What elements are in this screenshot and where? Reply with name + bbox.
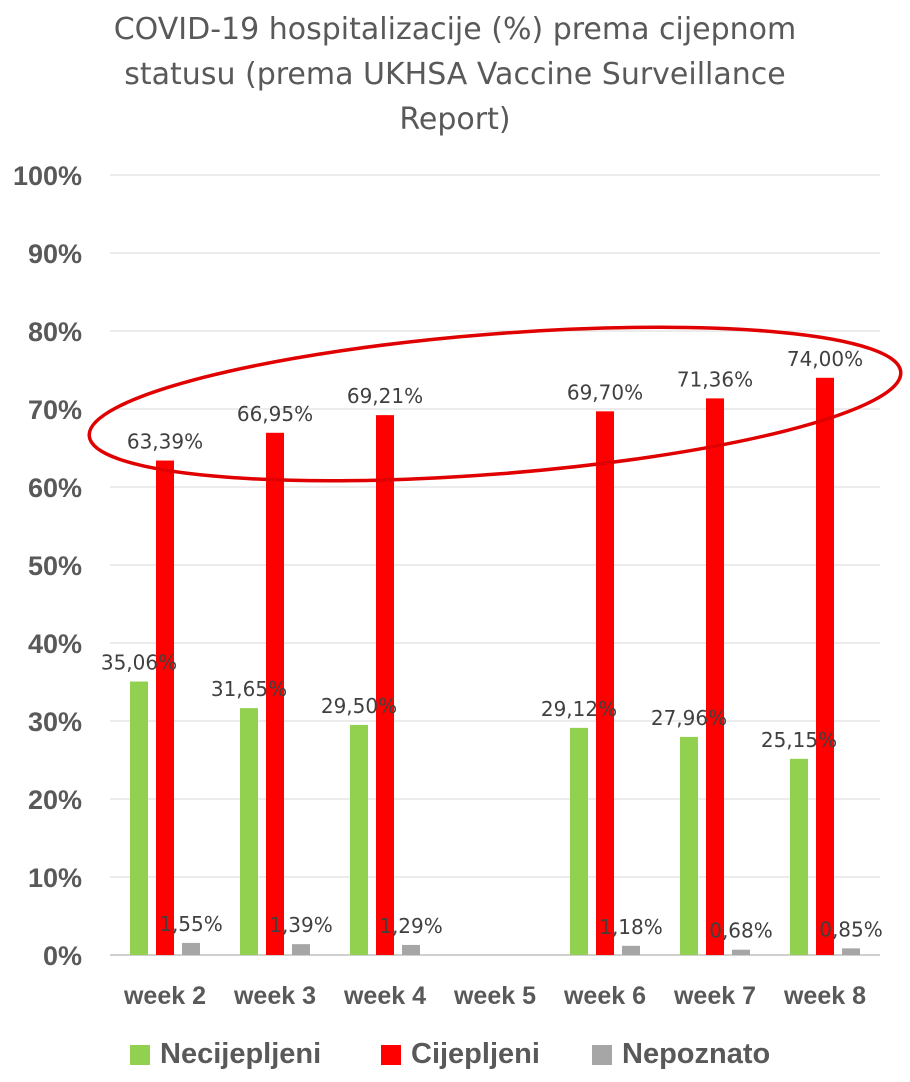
data-label: 29,50% (321, 694, 397, 718)
y-tick-label: 0% (43, 941, 82, 971)
bar (790, 758, 808, 955)
bar (842, 948, 860, 955)
data-label: 69,21% (347, 384, 423, 408)
bar (596, 411, 614, 956)
legend-swatch-cijepljeni (381, 1044, 401, 1065)
y-tick-label: 100% (13, 161, 82, 191)
data-label: 35,06% (101, 651, 177, 675)
x-tick-label: week 4 (343, 982, 426, 1010)
bar-chart: 0% 10% 20% 30% 40% 50% 60% 70% 80% 90% 100% 35,06% 3… (13, 161, 903, 1010)
bar (570, 727, 588, 955)
legend-item-necijepljeni: Necijepljeni (130, 1038, 321, 1071)
data-label: 74,00% (787, 347, 863, 371)
y-tick-label: 70% (28, 395, 82, 425)
bar (816, 377, 834, 955)
bar (266, 432, 284, 955)
data-label: 0,68% (709, 919, 773, 943)
y-tick-label: 10% (28, 863, 82, 893)
data-label: 1,29% (379, 914, 443, 938)
data-label: 25,15% (761, 728, 837, 752)
bar (622, 945, 640, 955)
legend-label-necijepljeni: Necijepljeni (160, 1038, 322, 1070)
data-label: 71,36% (677, 367, 753, 391)
y-tick-label: 20% (28, 785, 82, 815)
y-tick-label: 30% (28, 707, 82, 737)
chart-title-line-1: COVID-19 hospitalizacije (%) prema cijep… (113, 12, 797, 47)
bar (292, 944, 310, 955)
legend-swatch-necijepljeni (130, 1044, 150, 1065)
data-label: 1,39% (269, 913, 333, 937)
data-label: 31,65% (211, 677, 287, 701)
x-tick-label: week 8 (783, 982, 866, 1010)
legend-swatch-nepoznato (592, 1044, 612, 1065)
y-tick-label: 40% (28, 629, 82, 659)
data-label: 1,18% (599, 915, 663, 939)
chart-title-line-2: statusu (prema UKHSA Vaccine Surveillanc… (124, 57, 786, 92)
x-tick-label: week 6 (563, 982, 646, 1010)
chart-legend: Necijepljeni Cijepljeni Nepoznato (0, 1038, 910, 1082)
legend-label-nepoznato: Nepoznato (622, 1038, 771, 1070)
legend-label-cijepljeni: Cijepljeni (411, 1038, 540, 1070)
bar (156, 460, 174, 955)
highlight-ellipse (87, 325, 903, 483)
y-tick-label: 80% (28, 317, 82, 347)
data-label: 27,96% (651, 706, 727, 730)
x-tick-label: week 3 (233, 982, 316, 1010)
bar (706, 398, 724, 956)
bar (402, 944, 420, 955)
bar (680, 736, 698, 955)
x-tick-label: week 7 (673, 982, 756, 1010)
x-tick-label: week 5 (453, 982, 536, 1010)
legend-item-nepoznato: Nepoznato (592, 1038, 770, 1071)
data-label: 63,39% (127, 430, 203, 454)
legend-item-cijepljeni: Cijepljeni (381, 1038, 540, 1071)
bar (350, 724, 368, 955)
bar (732, 949, 750, 955)
y-tick-label: 50% (28, 551, 82, 581)
chart-title-line-3: Report) (399, 102, 511, 137)
bar (182, 942, 200, 955)
data-label: 29,12% (541, 697, 617, 721)
bar (130, 681, 148, 955)
bar (240, 708, 258, 955)
data-label: 0,85% (819, 917, 883, 941)
x-tick-label: week 2 (123, 982, 206, 1010)
data-label: 69,70% (567, 380, 643, 404)
y-tick-label: 60% (28, 473, 82, 503)
bar (376, 415, 394, 955)
data-label: 1,55% (159, 912, 223, 936)
y-tick-label: 90% (28, 239, 82, 269)
data-label: 66,95% (237, 402, 313, 426)
